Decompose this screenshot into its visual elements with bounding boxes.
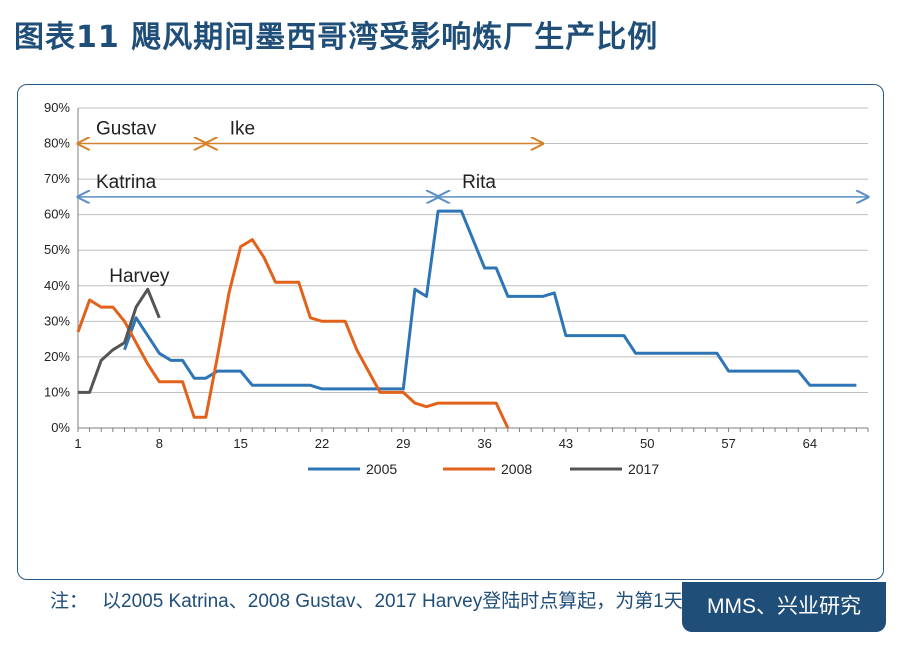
x-tick-label: 57	[721, 436, 735, 451]
x-tick-label: 22	[315, 436, 329, 451]
series-line-2008	[76, 238, 510, 429]
y-tick-label: 70%	[44, 171, 70, 186]
legend-label-2005: 2005	[366, 461, 397, 477]
series-line-2017	[78, 287, 161, 394]
storm-label-katrina: Katrina	[96, 172, 157, 193]
y-tick-label: 40%	[44, 278, 70, 293]
storm-label-harvey: Harvey	[109, 266, 170, 287]
source-badge: MMS、兴业研究	[682, 582, 886, 632]
chart-note: 注： 以2005 Katrina、2008 Gustav、2017 Harvey…	[50, 585, 885, 619]
legend-label-2008: 2008	[501, 461, 532, 477]
x-tick-label: 43	[559, 436, 573, 451]
x-tick-label: 15	[233, 436, 247, 451]
x-tick-label: 8	[156, 436, 163, 451]
y-tick-label: 50%	[44, 242, 70, 257]
y-tick-label: 80%	[44, 136, 70, 151]
page-title: 图表11 飓风期间墨西哥湾受影响炼厂生产比例	[14, 20, 659, 55]
y-tick-label: 60%	[44, 207, 70, 222]
x-tick-label: 64	[803, 436, 817, 451]
y-tick-label: 10%	[44, 384, 70, 399]
x-tick-label: 50	[640, 436, 654, 451]
y-tick-label: 0%	[51, 420, 70, 435]
x-tick-label: 1	[74, 436, 81, 451]
x-tick-label: 36	[477, 436, 491, 451]
storm-label-rita: Rita	[462, 172, 496, 193]
note-prefix: 注：	[50, 591, 89, 612]
note-text: 以2005 Katrina、2008 Gustav、2017 Harvey登陆时…	[102, 591, 854, 612]
x-tick-label: 29	[396, 436, 410, 451]
y-tick-label: 20%	[44, 349, 70, 364]
line-chart: 0% 10% 20% 30% 40% 50% 60% 70% 80% 90% 1 8 15 22 29 36 4…	[44, 100, 883, 477]
storm-label-ike: Ike	[230, 119, 255, 140]
legend-label-2017: 2017	[628, 461, 659, 477]
storm-label-gustav: Gustav	[96, 119, 157, 140]
chart-panel: 0% 10% 20% 30% 40% 50% 60% 70% 80% 90% 1 8 15 22 29 36 4…	[17, 84, 884, 612]
y-tick-label: 30%	[44, 313, 70, 328]
y-tick-label: 90%	[44, 100, 70, 115]
series-line-2005	[123, 209, 857, 391]
